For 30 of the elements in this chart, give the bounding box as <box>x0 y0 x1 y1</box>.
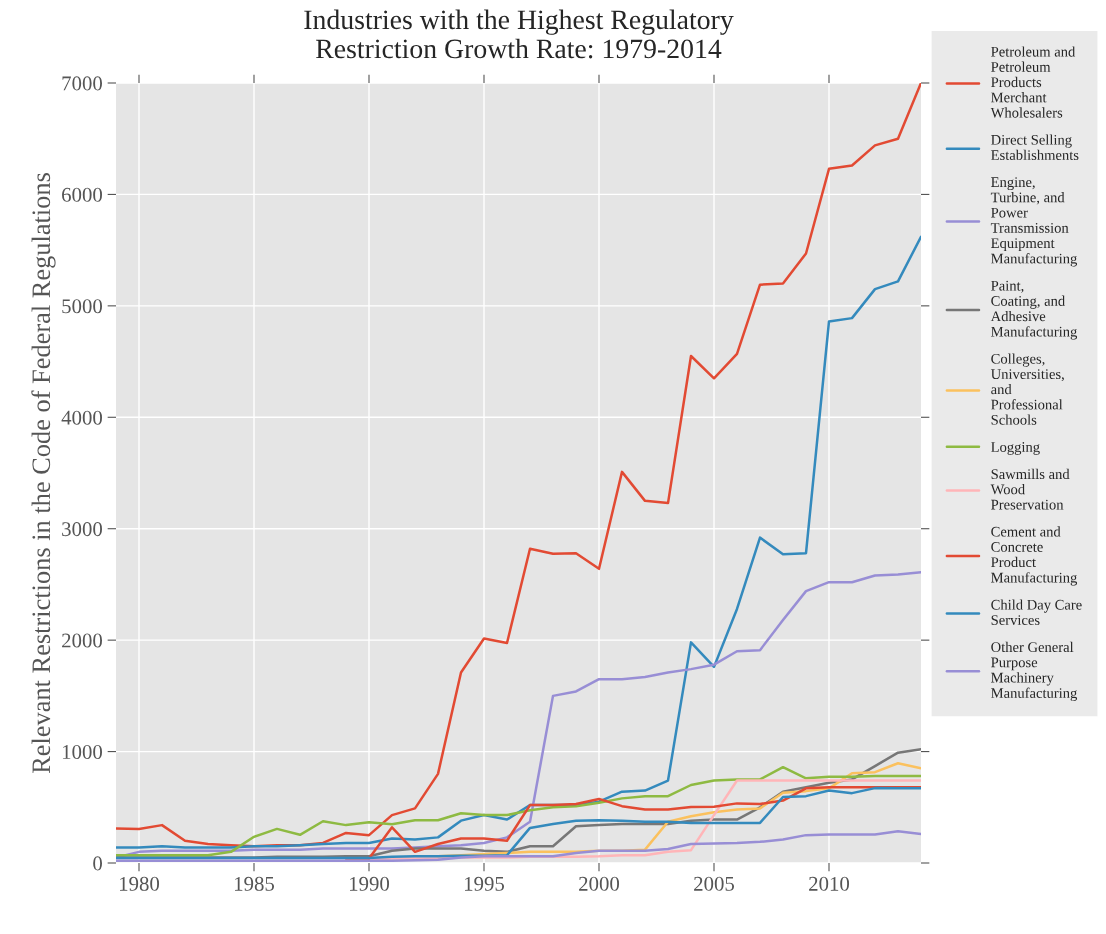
y-tick-label: 0 <box>93 856 103 871</box>
x-tick-label: 2010 <box>809 876 850 891</box>
y-tick-label: 2000 <box>62 633 103 648</box>
legend-label: Child Day Care Services <box>991 599 1082 625</box>
legend-label: Sawmills and Wood Preservation <box>990 468 1070 510</box>
y-tick-label: 6000 <box>62 187 103 202</box>
legend-label: Logging <box>991 442 1040 455</box>
y-tick-label: 5000 <box>62 299 103 314</box>
y-tick-label: 4000 <box>61 410 103 425</box>
x-tick-label: 1990 <box>350 876 390 891</box>
line-series <box>116 765 921 857</box>
x-tick-label: 2005 <box>694 876 735 891</box>
legend-label: Other General Purpose Machinery Manufacturing <box>991 641 1078 701</box>
line-series <box>116 235 921 849</box>
legend-label: Engine, Turbine, and Power Transmission Equipment Manufacturing <box>990 177 1078 267</box>
legend-label: Colleges, Universities, and Professional Schools <box>990 353 1064 425</box>
line-series <box>116 83 921 848</box>
y-tick-label: 3000 <box>62 522 103 537</box>
y-tick-label: 7000 <box>62 76 103 91</box>
chart-title: Industries with the Highest Regulatory Restriction Growth Rate: 1979-2014 <box>304 9 734 59</box>
y-tick-label: 1000 <box>62 744 103 759</box>
legend-label: Paint, Coating, and Adhesive Manufacturing <box>990 280 1078 340</box>
legend-label: Cement and Concrete Product Manufacturing <box>991 526 1078 586</box>
legend-label: Petroleum and Petroleum Products Merchant Wholesalers <box>990 46 1076 118</box>
y-axis-title: Relevant Restrictions in the Code of Federal Regulations <box>31 173 56 774</box>
x-tick-label: 1995 <box>465 876 505 891</box>
x-tick-label: 1980 <box>120 876 160 891</box>
x-tick-label: 1985 <box>235 876 275 891</box>
legend-label: Direct Selling Establishments <box>991 134 1079 160</box>
x-tick-label: 2000 <box>579 876 620 891</box>
